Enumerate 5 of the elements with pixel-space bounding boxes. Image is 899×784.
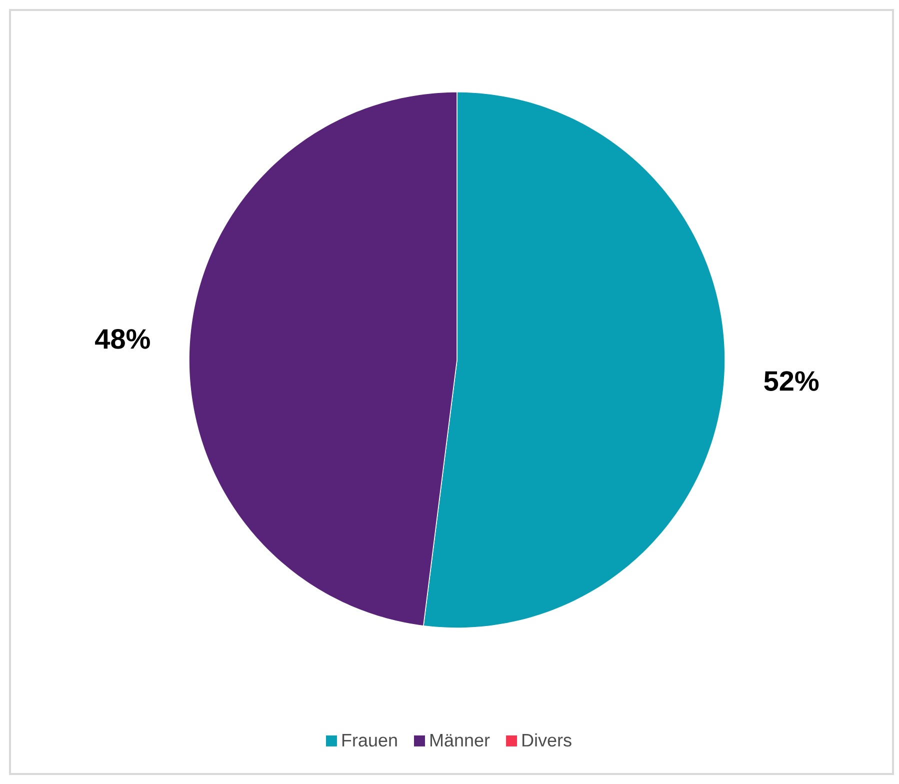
- data-label: 52%: [764, 371, 819, 391]
- data-label: 48%: [95, 329, 150, 349]
- legend-label: Frauen: [342, 734, 397, 747]
- legend-label: Divers: [522, 733, 572, 747]
- legend-label: Männer: [430, 734, 490, 747]
